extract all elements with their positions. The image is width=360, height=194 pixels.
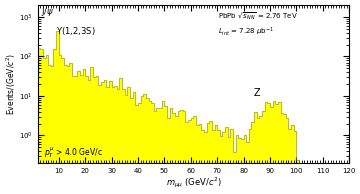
- Text: $p_T^{\mu}$ > 4.0 GeV/c: $p_T^{\mu}$ > 4.0 GeV/c: [44, 145, 103, 159]
- X-axis label: $m_{\mu\mu}\ \mathrm{(GeV/}c^{2}\mathrm{)}$: $m_{\mu\mu}\ \mathrm{(GeV/}c^{2}\mathrm{…: [166, 175, 221, 190]
- Y-axis label: Events/(GeV/$c^{2}$): Events/(GeV/$c^{2}$): [4, 53, 18, 115]
- Text: J/$\psi$: J/$\psi$: [41, 5, 54, 18]
- Text: $\Upsilon$(1,2,3S): $\Upsilon$(1,2,3S): [55, 24, 95, 36]
- Text: $L_{int}$ = 7.28 $\mu$b$^{-1}$: $L_{int}$ = 7.28 $\mu$b$^{-1}$: [218, 26, 274, 38]
- Text: PbPb $\sqrt{s_{NN}}$ = 2.76 TeV: PbPb $\sqrt{s_{NN}}$ = 2.76 TeV: [218, 10, 298, 22]
- Text: Z: Z: [254, 88, 261, 98]
